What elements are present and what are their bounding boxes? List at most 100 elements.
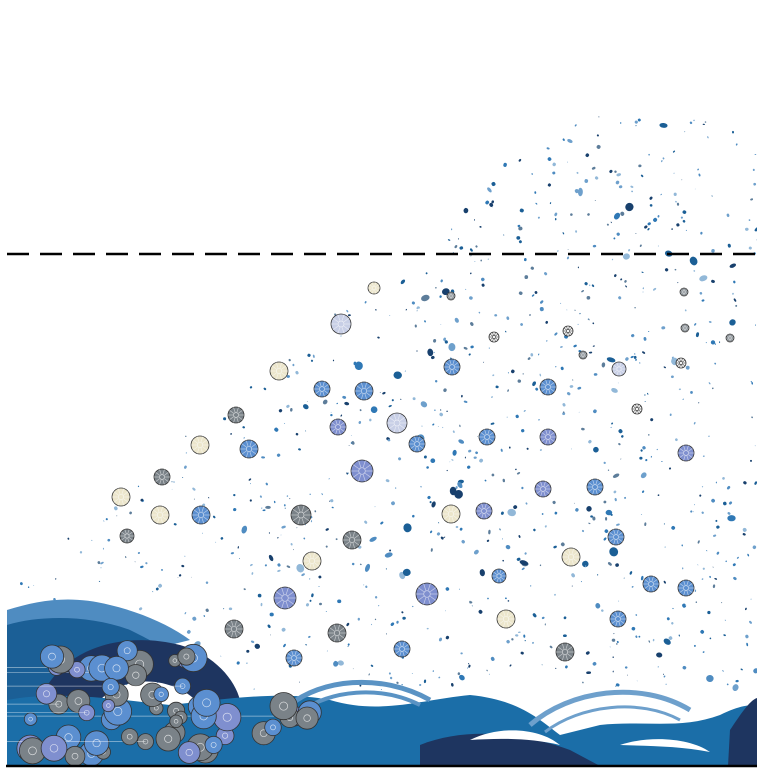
splash-dot (611, 638, 616, 642)
splash-dot (485, 200, 490, 205)
splash-dot (620, 211, 625, 216)
splash-dot (448, 343, 456, 352)
flower (446, 291, 456, 301)
flower-spoke (486, 512, 491, 516)
splash-dot (365, 585, 368, 589)
flower-spoke (358, 474, 362, 482)
splash-dot (278, 409, 283, 413)
splash-dot (698, 173, 701, 177)
flower-spoke (493, 577, 498, 581)
flower-spoke (484, 429, 487, 435)
flower-spoke (301, 518, 305, 525)
splash-dot (421, 425, 423, 427)
flower-spoke (682, 293, 684, 296)
splash-dot (731, 130, 735, 134)
splash-dot (358, 420, 362, 425)
splash-dot (378, 605, 380, 607)
splash-dot (230, 552, 235, 555)
splash-dot (708, 321, 712, 323)
splash-dot (116, 515, 118, 517)
splash-dot (719, 341, 721, 344)
flower-body (177, 741, 201, 764)
splash-dot (458, 439, 465, 444)
flower-spoke (245, 440, 249, 447)
splash-dot (137, 485, 140, 488)
flower-spoke (399, 424, 406, 430)
splash-dot (595, 603, 601, 609)
flower-center (337, 320, 345, 328)
flower-spoke (566, 326, 568, 330)
splash-dot (364, 520, 368, 524)
splash-dot (552, 162, 556, 167)
splash-dot (384, 552, 393, 558)
splash-dot (202, 532, 203, 534)
flower (177, 741, 201, 764)
flower-spoke (567, 653, 573, 658)
flower-spoke (375, 288, 380, 292)
splash-dot (203, 615, 206, 617)
flower (680, 323, 690, 333)
flower-spoke (304, 562, 310, 567)
splash-dot (178, 574, 182, 577)
splash-dot (544, 623, 546, 626)
splash-dot (444, 610, 446, 612)
splash-dot (685, 604, 687, 606)
flower-center (117, 493, 125, 501)
flower-center (613, 534, 619, 540)
splash-dot (401, 684, 404, 686)
splash-dot (618, 443, 621, 446)
flower-spoke (368, 284, 373, 288)
splash-dot (620, 458, 622, 460)
splash-dot (607, 469, 610, 471)
flower-spoke (308, 563, 312, 570)
splash-dot (352, 668, 354, 670)
flower-spoke (730, 338, 734, 341)
flower-spoke (569, 327, 573, 331)
splash-dot (640, 174, 644, 178)
flower-spoke (291, 660, 294, 666)
splash-dot (445, 587, 450, 591)
splash-dot (459, 527, 463, 531)
flower-spoke (676, 363, 680, 367)
splash-dot (653, 217, 658, 222)
flower-center (561, 648, 569, 656)
splash-dot (265, 482, 268, 486)
flower-spoke (679, 454, 684, 458)
splash-dot (137, 552, 140, 554)
splash-dot (581, 427, 585, 431)
splash-dot (281, 525, 286, 529)
flower-spoke (233, 417, 236, 423)
splash-dot (702, 123, 705, 126)
flower-spoke (581, 356, 583, 359)
splash-dot (296, 527, 298, 529)
flower-spoke (492, 338, 494, 342)
flower (386, 412, 408, 434)
flower-spoke (404, 644, 409, 648)
splash-dot (500, 448, 503, 452)
flower-center (492, 335, 496, 339)
flower-spoke (619, 371, 622, 376)
flower-spoke (388, 424, 395, 430)
flower (295, 706, 319, 730)
splash-dot (507, 508, 516, 517)
splash-dot (714, 362, 717, 365)
splash-dot (556, 250, 559, 252)
flower-spoke (249, 440, 253, 447)
splash-dot (709, 575, 711, 578)
splash-dot (359, 684, 362, 687)
splash-dot (347, 645, 349, 647)
flower-spoke (322, 381, 325, 387)
splash-dot (576, 171, 579, 174)
splash-dot (393, 371, 402, 379)
flower-spoke (337, 624, 341, 631)
splash-dot (521, 486, 524, 490)
flower-spoke (121, 488, 125, 495)
splash-dot (325, 528, 329, 531)
splash-dot (487, 187, 492, 193)
splash-dot (438, 676, 441, 679)
splash-dot (519, 560, 529, 566)
splash-dot (631, 626, 636, 631)
splash-dot (33, 585, 35, 586)
splash-dot (351, 562, 355, 566)
flower-center (210, 741, 217, 748)
